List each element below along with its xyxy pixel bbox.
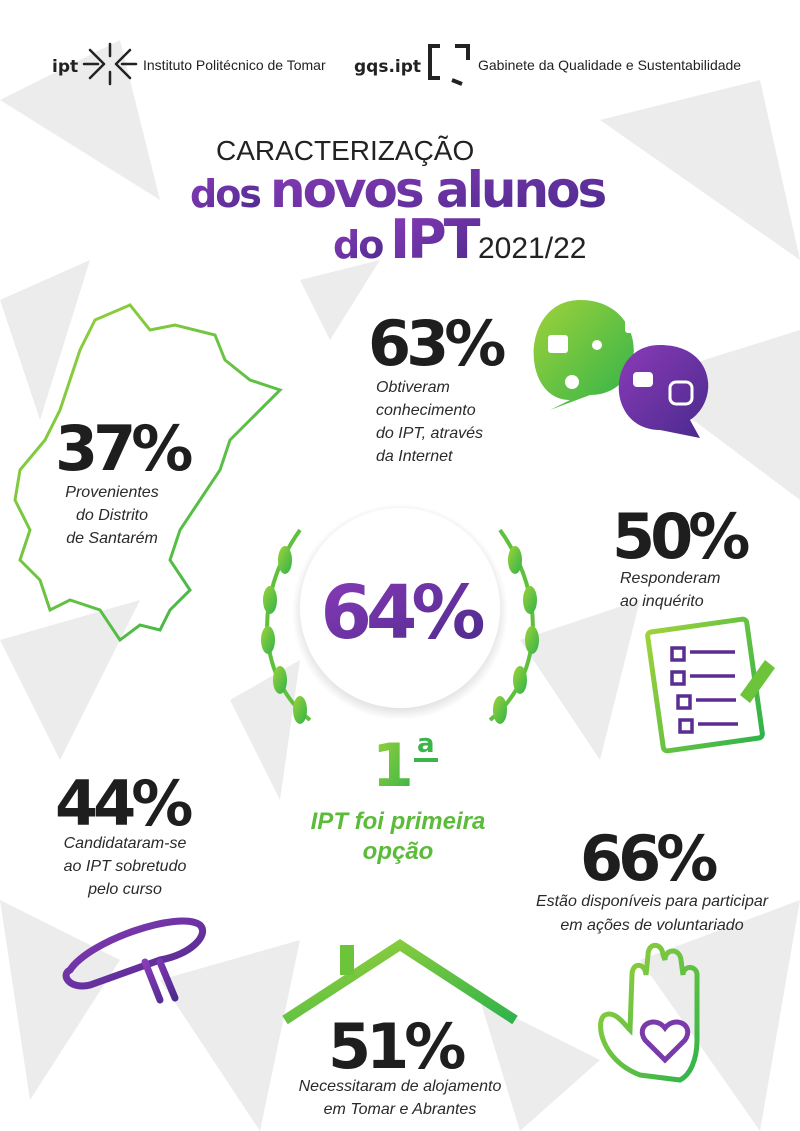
stat-value: 50%	[612, 500, 749, 573]
title-do: do	[333, 223, 383, 267]
ipt-emblem	[82, 42, 138, 86]
diploma-icon	[62, 917, 206, 1004]
ipt-name: Instituto Politécnico de Tomar	[143, 57, 326, 73]
chimney	[340, 945, 354, 975]
stat-description: Estão disponíveis para participar	[536, 893, 769, 910]
stat-description: pelo curso	[87, 881, 162, 898]
hand-icon	[598, 942, 700, 1083]
stat-description: conhecimento	[376, 402, 476, 419]
stat-description: Provenientes	[65, 484, 158, 501]
stat-value: 63%	[368, 307, 505, 380]
laurel	[261, 528, 539, 724]
ordinal-underline	[414, 758, 438, 762]
gqs-emblem	[428, 44, 470, 86]
title-year: 2021/22	[478, 232, 586, 265]
title-ipt: IPT	[390, 208, 481, 271]
center-circle	[300, 508, 500, 708]
stat-description: Obtiveram	[376, 379, 450, 396]
logo-ipt: ipt	[52, 57, 78, 77]
title-dos: dos	[190, 172, 260, 216]
stat-description: Responderam	[620, 570, 721, 587]
social-bubbles	[533, 300, 709, 438]
ordinal: 1	[372, 731, 414, 801]
stat-description: do IPT, através	[376, 425, 483, 442]
stat-description: em Tomar e Abrantes	[324, 1101, 477, 1118]
ordinal-suffix: a	[417, 729, 435, 759]
center-value: 64%	[320, 570, 483, 656]
stat-description: Necessitaram de alojamento	[299, 1078, 502, 1095]
stat-description: de Santarém	[66, 530, 158, 547]
stat-description: ao IPT sobretudo	[64, 858, 187, 875]
map-outline	[13, 303, 283, 643]
title-novos-alunos: novos alunos	[270, 161, 605, 219]
stat-description: Candidataram-se	[64, 835, 187, 852]
center-caption: opção	[363, 838, 434, 865]
stat-description: da Internet	[376, 448, 453, 465]
stat-value: 66%	[580, 822, 717, 895]
stat-description: em ações de voluntariado	[560, 917, 743, 934]
stat-description: ao inquérito	[620, 593, 704, 610]
stat-value: 44%	[55, 767, 192, 840]
stat-value: 51%	[328, 1010, 465, 1083]
center-caption: IPT foi primeira	[311, 808, 486, 835]
logo-gqs: gqs.ipt	[354, 57, 421, 77]
house-roof	[282, 939, 518, 1025]
stat-value: 37%	[55, 412, 192, 485]
checklist-icon	[645, 616, 775, 754]
background	[0, 40, 800, 1131]
stat-description: do Distrito	[76, 507, 148, 524]
title-line1: CARACTERIZAÇÃO	[216, 135, 474, 166]
gqs-name: Gabinete da Qualidade e Sustentabilidade	[478, 57, 741, 73]
